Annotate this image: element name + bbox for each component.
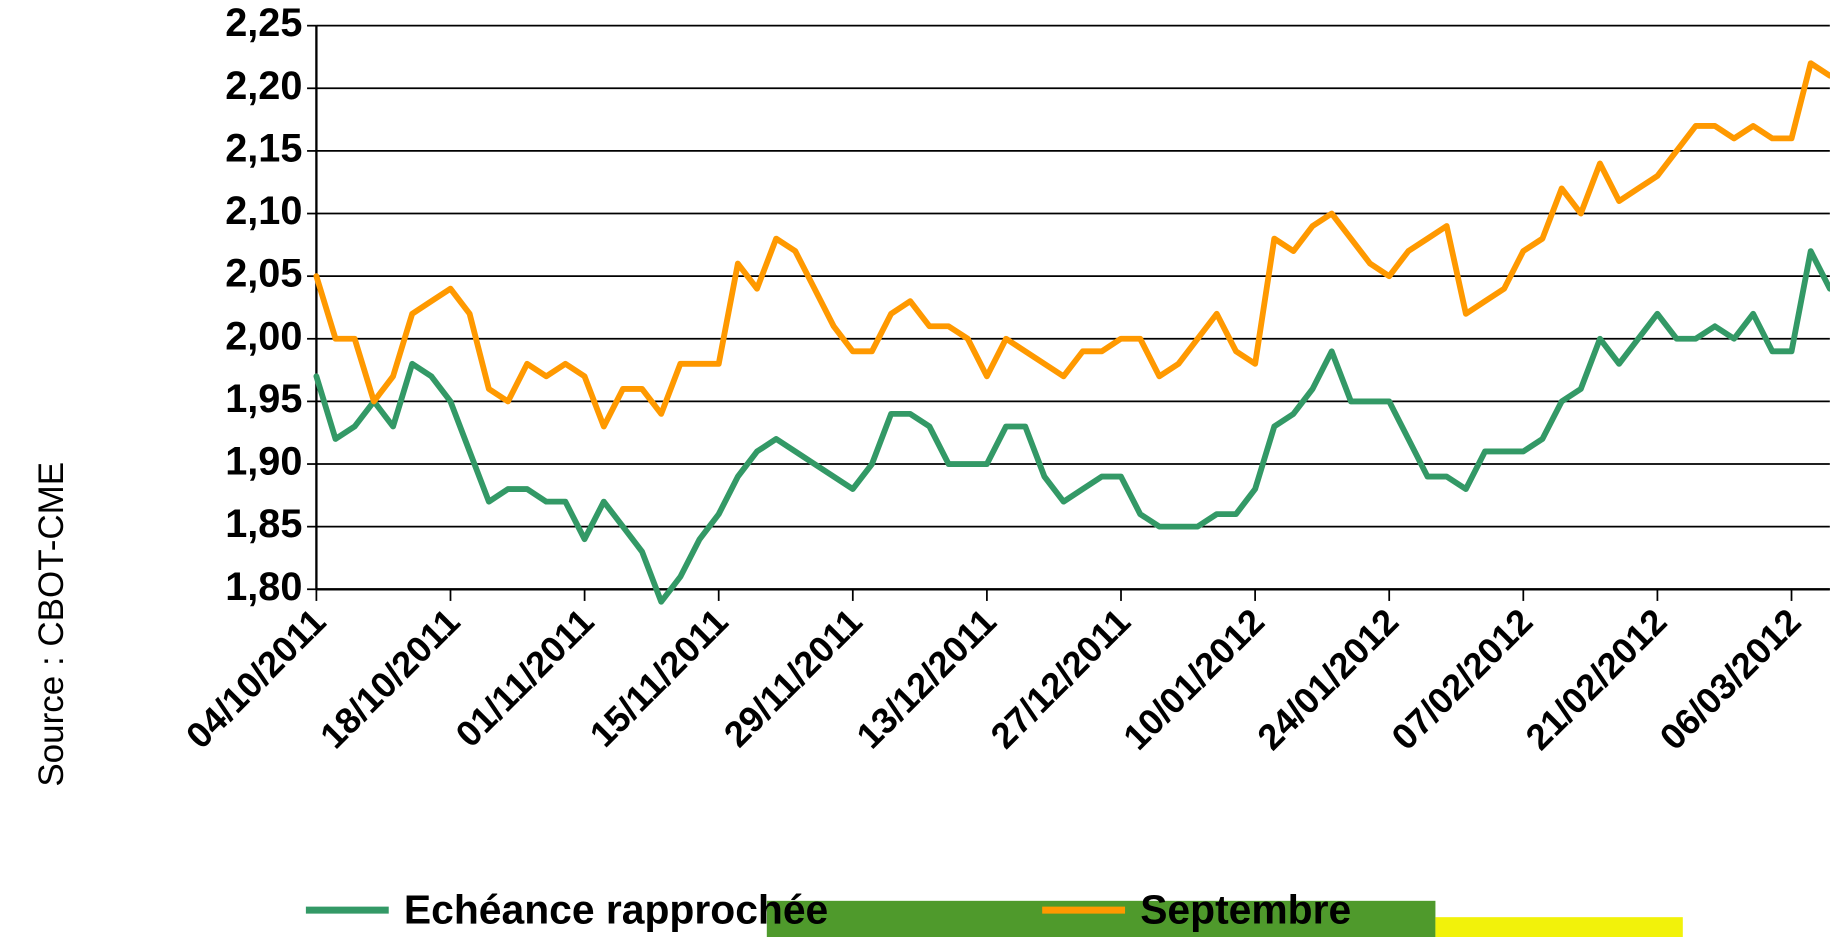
x-tick-label: 04/10/2011 bbox=[178, 601, 334, 757]
y-tick-label: 1,85 bbox=[225, 502, 302, 546]
legend-label: Echéance rapprochée bbox=[404, 886, 828, 932]
legend-label: Septembre bbox=[1140, 886, 1351, 932]
y-tick-label: 2,25 bbox=[225, 1, 302, 45]
x-tick-label: 07/02/2012 bbox=[1383, 601, 1540, 758]
y-tick-label: 2,05 bbox=[225, 252, 302, 296]
y-tick-label: 2,10 bbox=[225, 189, 302, 233]
x-tick-label: 21/02/2012 bbox=[1518, 601, 1675, 758]
series-line bbox=[313, 248, 1830, 605]
x-tick-label: 06/03/2012 bbox=[1652, 601, 1809, 758]
series-line bbox=[313, 60, 1830, 430]
y-tick-label: 1,90 bbox=[225, 440, 302, 484]
x-tick-label: 24/01/2012 bbox=[1249, 601, 1406, 758]
y-tick-label: 1,95 bbox=[225, 377, 302, 421]
y-tick-label: 1,80 bbox=[225, 565, 302, 609]
x-tick-label: 18/10/2011 bbox=[312, 601, 468, 757]
y-tick-label: 2,00 bbox=[225, 314, 302, 358]
x-tick-label: 29/11/2011 bbox=[716, 601, 870, 755]
y-axis-label: Source : CBOT-CME bbox=[32, 462, 71, 787]
y-tick-label: 2,15 bbox=[225, 126, 302, 170]
x-tick-label: 10/01/2012 bbox=[1115, 601, 1272, 758]
x-tick-label: 13/12/2011 bbox=[848, 601, 1004, 757]
y-tick-label: 2,20 bbox=[225, 64, 302, 108]
legend-backdrop bbox=[1435, 917, 1683, 937]
x-tick-label: 27/12/2011 bbox=[983, 601, 1139, 757]
x-tick-label: 01/11/2011 bbox=[448, 601, 602, 755]
x-tick-label: 15/11/2011 bbox=[582, 601, 736, 755]
